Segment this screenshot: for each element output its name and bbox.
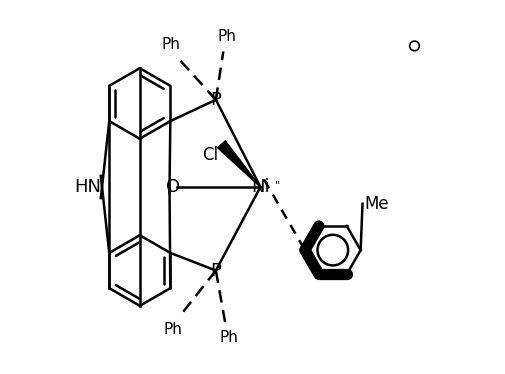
Text: P: P <box>210 91 221 109</box>
Text: HN: HN <box>74 178 101 196</box>
Text: Ni: Ni <box>250 178 269 196</box>
Text: P: P <box>210 261 221 279</box>
Text: Ph: Ph <box>217 29 236 44</box>
Text: Me: Me <box>364 195 388 213</box>
Polygon shape <box>217 141 260 187</box>
Text: Ph: Ph <box>219 330 238 345</box>
Text: O: O <box>166 178 180 196</box>
Text: Ph: Ph <box>162 37 180 52</box>
Text: Cl: Cl <box>202 147 218 165</box>
Text: Ph: Ph <box>164 322 182 337</box>
Text: '': '' <box>274 180 280 190</box>
